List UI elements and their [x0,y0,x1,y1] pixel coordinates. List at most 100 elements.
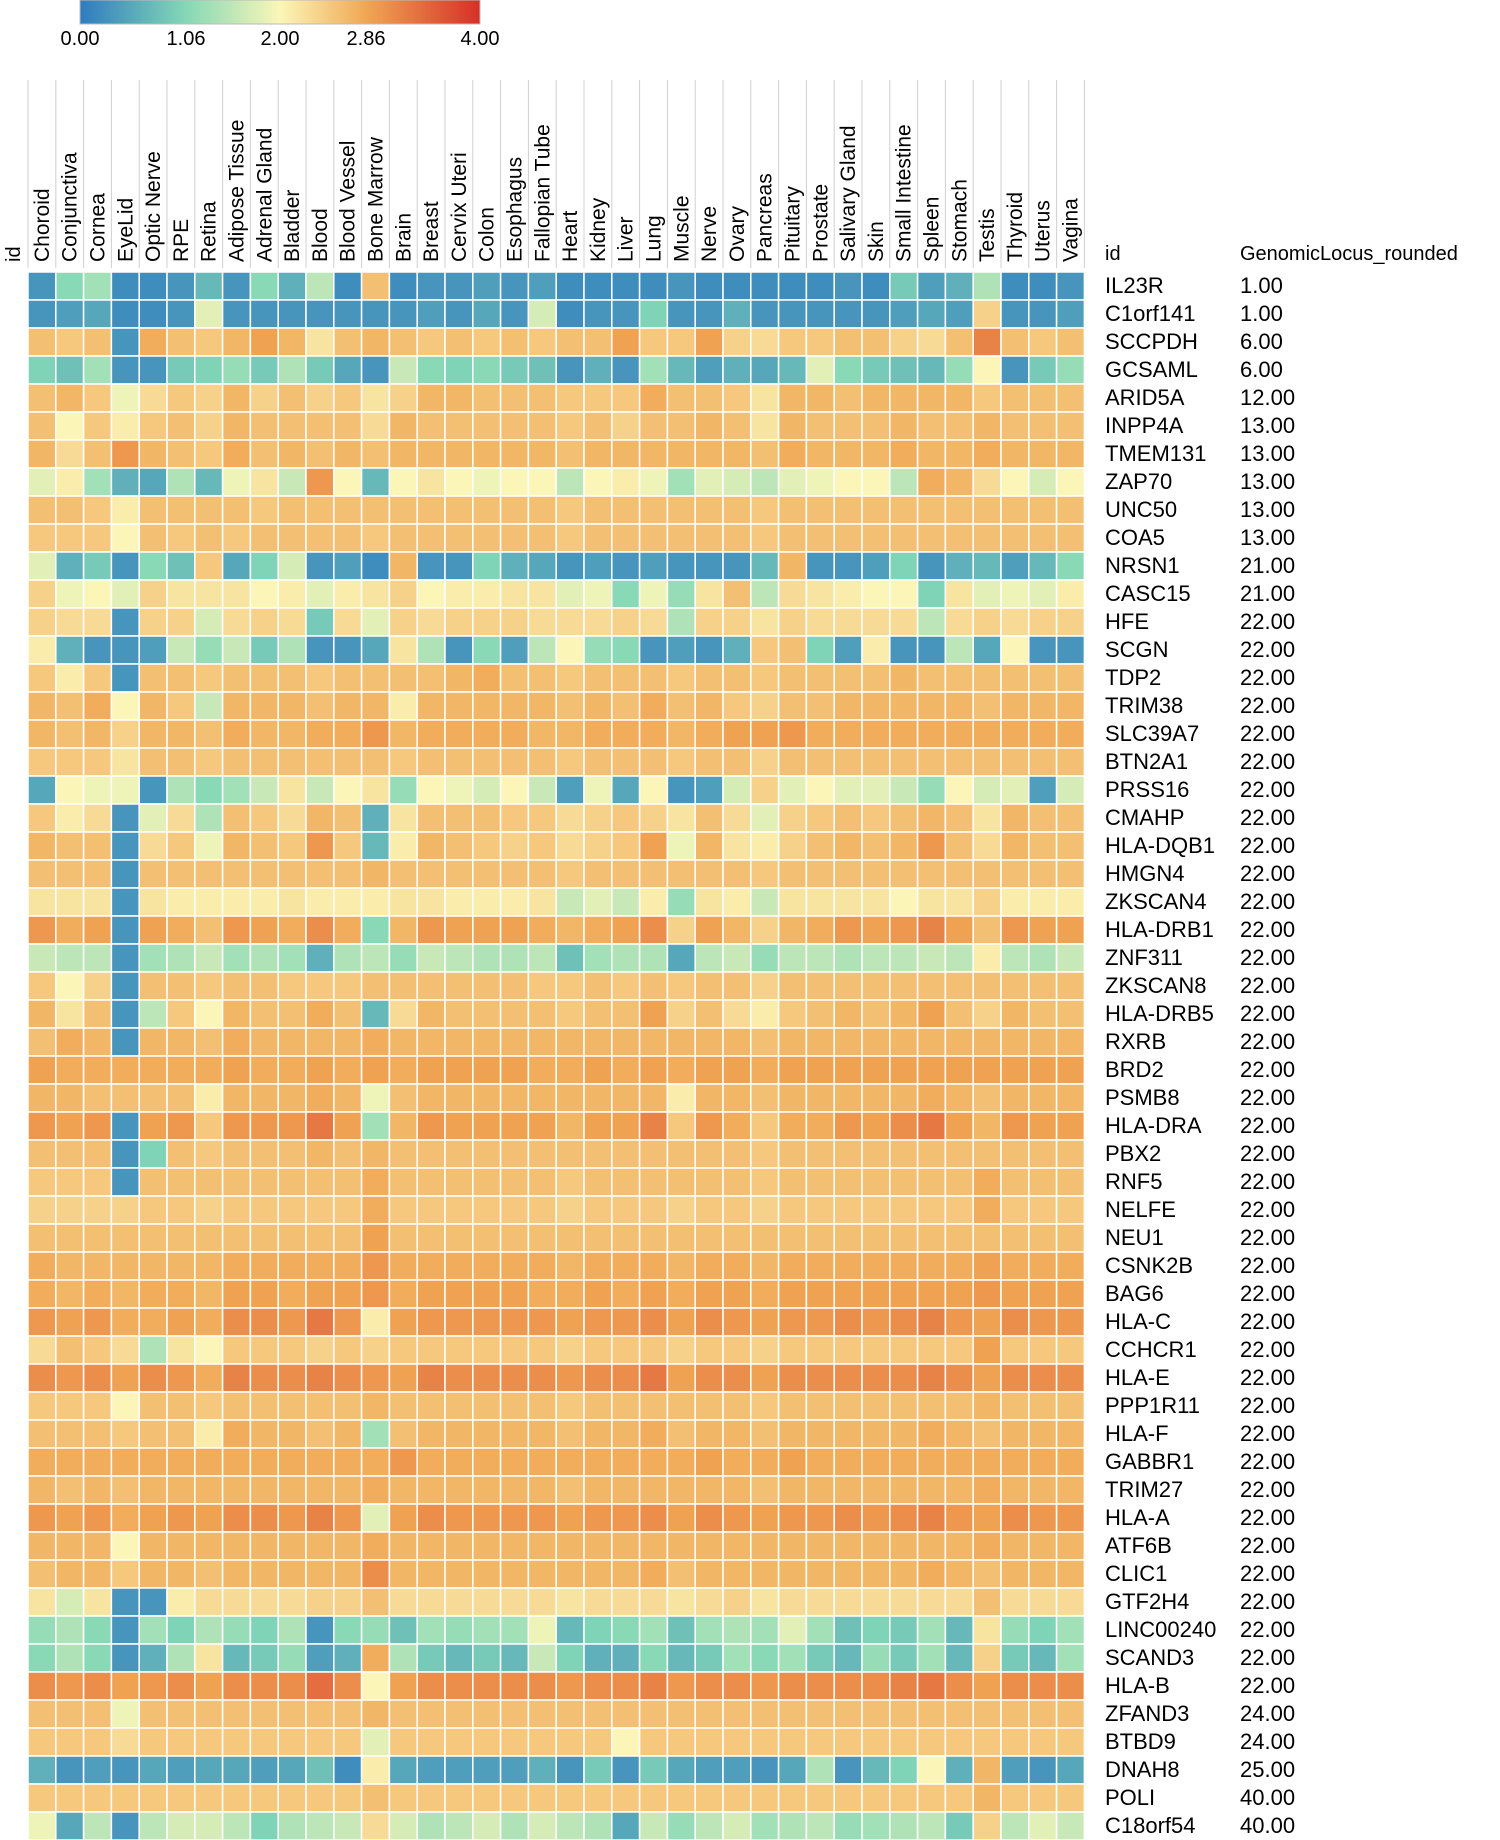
heatmap-cell [55,1027,85,1057]
heatmap-cell [166,1559,196,1589]
heatmap-cell [27,495,57,525]
heatmap-cell [55,1391,85,1421]
heatmap-cell [221,1671,252,1701]
heatmap-cell [527,635,557,665]
heatmap-cell [499,1167,530,1197]
heatmap-cell [861,1559,891,1589]
heatmap-cell [833,1727,863,1757]
heatmap-cell [972,775,1002,805]
heatmap-cell [722,383,752,413]
heatmap-cell [583,383,613,413]
heatmap-cell [916,719,947,749]
row-id-label: DNAH8 [1105,1757,1180,1782]
heatmap-cell [1000,299,1030,329]
heatmap-cell [777,439,808,469]
heatmap-cell [55,635,85,665]
heatmap-cell [972,439,1002,469]
heatmap-cell [1055,495,1086,525]
heatmap-cell [194,1419,224,1449]
heatmap-cell [194,1503,224,1533]
heatmap-cell [1055,943,1086,973]
heatmap-cell [360,1167,391,1197]
heatmap-cell [27,1559,57,1589]
heatmap-cell [944,1167,974,1197]
heatmap-cell [55,1475,85,1505]
heatmap-cell [194,1363,224,1393]
heatmap-cell [249,1755,279,1785]
heatmap-cell [249,383,279,413]
heatmap-cell [638,1755,669,1785]
heatmap-cell [1028,775,1058,805]
row-id-label: GTF2H4 [1105,1589,1189,1614]
heatmap-cell [972,1475,1002,1505]
heatmap-cell [527,1783,557,1813]
heatmap-cell [750,1559,780,1589]
heatmap-cell [110,1419,140,1449]
heatmap-cell [833,1307,863,1337]
heatmap-cell [972,1279,1002,1309]
heatmap-cell [1055,1419,1086,1449]
heatmap-cell [666,1783,696,1813]
heatmap-cell [861,1699,891,1729]
heatmap-cell [916,1335,947,1365]
heatmap-cell [305,1419,335,1449]
heatmap-cell [583,859,613,889]
heatmap-cell [944,1531,974,1561]
heatmap-cell [750,663,780,693]
heatmap-cell [27,1419,57,1449]
heatmap-cell [972,327,1002,357]
heatmap-cell [194,1307,224,1337]
heatmap-cell [833,1671,863,1701]
heatmap-cell [82,1447,113,1477]
heatmap-cell [1055,1111,1086,1141]
heatmap-cell [82,1699,113,1729]
heatmap-cell [750,467,780,497]
heatmap-cell [861,1587,891,1617]
heatmap-cell [777,1811,808,1840]
heatmap-cell [277,831,307,861]
heatmap-cell [805,355,835,385]
heatmap-cell [55,1223,85,1253]
heatmap-cell [110,1055,140,1085]
heatmap-cell [249,719,279,749]
heatmap-cell [861,607,891,637]
heatmap-cell [82,1363,113,1393]
heatmap-cell [1028,355,1058,385]
heatmap-cell [194,1475,224,1505]
row-id-label: ZKSCAN4 [1105,889,1206,914]
heatmap-cell [916,831,947,861]
heatmap-cell [138,495,168,525]
heatmap-cell [750,607,780,637]
heatmap-cell [666,1167,696,1197]
heatmap-cell [82,803,113,833]
row-id-label: CMAHP [1105,805,1184,830]
heatmap-cell [972,1391,1002,1421]
heatmap-cell [444,1139,474,1169]
heatmap-cell [277,943,307,973]
heatmap-cell [416,355,446,385]
heatmap-cell [583,1587,613,1617]
heatmap-cell [722,1391,752,1421]
heatmap-cell [194,1615,224,1645]
heatmap-cell [27,1783,57,1813]
heatmap-cell [388,831,418,861]
heatmap-cell [694,439,724,469]
heatmap-cell [472,1531,502,1561]
heatmap-cell [55,355,85,385]
heatmap-cell [305,1251,335,1281]
heatmap-cell [27,1727,57,1757]
heatmap-cell [1028,327,1058,357]
heatmap-cell [555,1503,585,1533]
heatmap-cell [944,635,974,665]
heatmap-cell [249,1727,279,1757]
heatmap-cell [194,1335,224,1365]
heatmap-cell [611,1671,641,1701]
heatmap-cell [944,1503,974,1533]
heatmap-cell [416,719,446,749]
heatmap-cell [138,1195,168,1225]
heatmap-cell [861,1531,891,1561]
heatmap-cell [1000,1195,1030,1225]
heatmap-cell [889,1615,919,1645]
row-id-label: SLC39A7 [1105,721,1199,746]
row-locus-label: 22.00 [1240,1561,1295,1586]
